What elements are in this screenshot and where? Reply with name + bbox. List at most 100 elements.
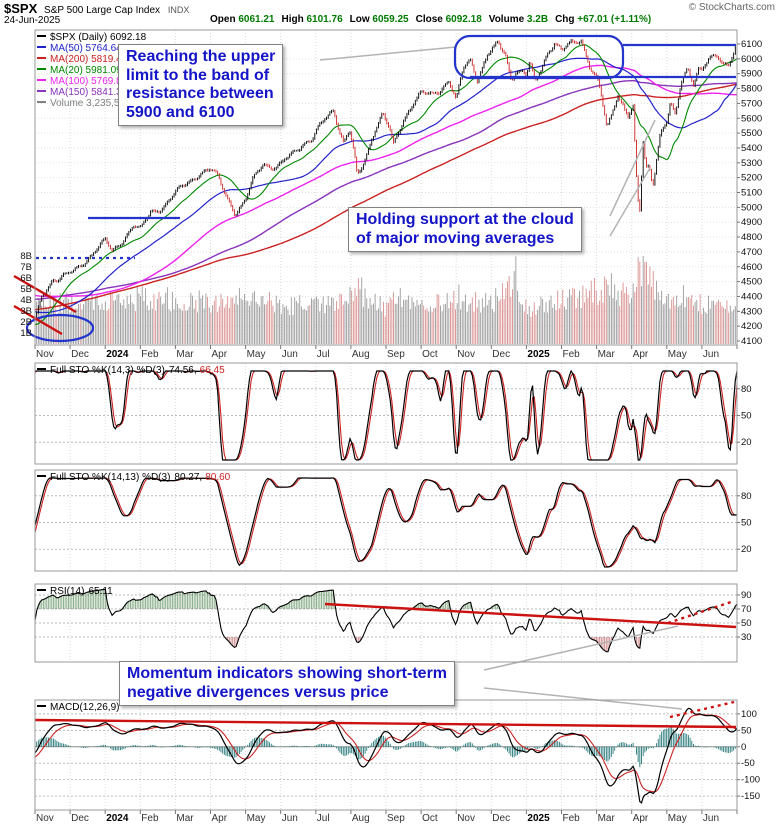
svg-text:6B: 6B [20,273,32,284]
svg-text:-100: -100 [741,775,760,786]
svg-text:Nov: Nov [457,813,475,824]
exchange-tag: INDX [167,5,190,15]
annotation-momentum-note: Momentum indicators showing short-term n… [119,661,456,707]
copyright: © StockCharts.com [688,2,775,13]
sto-slow-legend: Full STO %K(14,13) %D(3) 80.27, 80.60 [37,472,230,483]
chart-header: $SPX S&P 500 Large Cap Index INDX [4,1,189,16]
svg-text:Jul: Jul [317,349,330,360]
svg-text:Feb: Feb [141,349,159,360]
svg-text:4B: 4B [20,295,32,306]
legend-item: $SPX (Daily) 6092.18 [37,32,146,43]
svg-text:4800: 4800 [741,232,762,243]
svg-text:Oct: Oct [422,813,438,824]
svg-text:Apr: Apr [212,813,228,824]
series-dash-icon [37,368,46,371]
main-chart-legend: $SPX (Daily) 6092.18 MA(50) 5764.64 MA(200… [37,32,146,109]
rsi-line-layer [35,588,737,653]
macd-histogram-layer [35,727,737,768]
sto-fast-label: Full STO %K(14,3) %D(3) [50,365,165,376]
quote-close: Close 6092.18 [415,14,482,25]
svg-text:5100: 5100 [741,188,762,199]
sto-slow-d-value: 80.60 [205,472,231,483]
series-dash-icon [37,705,46,708]
svg-text:-150: -150 [741,791,760,802]
svg-text:Dec: Dec [492,813,510,824]
svg-text:Nov: Nov [36,813,54,824]
svg-text:5200: 5200 [741,173,762,184]
svg-text:May: May [247,349,266,360]
svg-text:6000: 6000 [741,54,762,65]
sto-fast-layer [35,369,737,461]
svg-text:3B: 3B [20,306,32,317]
macd-lines-layer [35,707,737,804]
blue-annotation-shapes [25,34,736,343]
sto-slow-k-value: 80.27, [174,472,203,483]
svg-text:20: 20 [741,544,752,555]
rsi-legend: RSI(14) 65.11 [37,586,113,597]
svg-text:50: 50 [741,618,752,629]
series-dash-icon [37,68,46,71]
quote-volume: Volume 3.2B [488,14,549,25]
series-dash-icon [37,589,46,592]
sto-fast-k-value: 74.56, [168,365,197,376]
candles-layer [35,38,737,322]
svg-text:Jul: Jul [317,813,330,824]
series-dash-icon [37,46,46,49]
svg-text:7B: 7B [20,262,32,273]
svg-text:Mar: Mar [176,813,194,824]
svg-text:70: 70 [741,604,752,615]
svg-text:2024: 2024 [106,349,129,360]
legend-item: MA(50) 5764.64 [37,43,146,54]
svg-text:50: 50 [741,725,752,736]
macd-legend: MACD(12,26,9) [37,702,119,713]
svg-text:6100: 6100 [741,39,762,50]
sto-fast-legend: Full STO %K(14,3) %D(3) 74.56, 66.45 [37,365,225,376]
svg-text:May: May [668,349,687,360]
svg-text:30: 30 [741,632,752,643]
svg-text:Sep: Sep [387,349,405,360]
svg-text:Jun: Jun [703,813,719,824]
legend-item: MA(200) 5819.46 [37,54,146,65]
svg-text:2025: 2025 [527,813,550,824]
svg-text:Jun: Jun [282,349,298,360]
svg-text:5B: 5B [20,284,32,295]
svg-text:Nov: Nov [457,349,475,360]
sto-slow-layer [35,477,737,568]
legend-item: MA(20) 5981.09 [37,65,146,76]
series-dash-icon [37,79,46,82]
svg-text:Mar: Mar [598,349,616,360]
legend-item: MA(100) 5769.87 [37,76,146,87]
svg-text:1B: 1B [20,328,32,339]
quote-low: Low 6059.25 [349,14,409,25]
chart-date: 24-Jun-2025 [4,15,61,26]
svg-text:5900: 5900 [741,69,762,80]
index-name: S&P 500 Large Cap Index [44,5,161,16]
svg-text:Feb: Feb [563,349,581,360]
svg-text:Mar: Mar [598,813,616,824]
svg-text:Feb: Feb [563,813,581,824]
annotation-resistance-note: Reaching the upper limit to the band of … [118,44,284,127]
symbol: $SPX [4,1,38,16]
svg-text:May: May [668,813,687,824]
svg-text:8B: 8B [20,251,32,262]
sto-fast-d-value: 66.45 [199,365,225,376]
svg-text:-50: -50 [741,758,755,769]
svg-text:Dec: Dec [492,349,510,360]
svg-text:50: 50 [741,411,752,422]
svg-text:Dec: Dec [71,813,89,824]
svg-text:100: 100 [741,709,757,720]
svg-text:5500: 5500 [741,128,762,139]
svg-text:Dec: Dec [71,349,89,360]
svg-text:Nov: Nov [36,349,54,360]
svg-text:20: 20 [741,437,752,448]
volume-bars-layer [35,256,737,344]
svg-text:4600: 4600 [741,262,762,273]
svg-text:May: May [247,813,266,824]
svg-text:4900: 4900 [741,217,762,228]
series-dash-icon [37,57,46,60]
sto-slow-label: Full STO %K(14,13) %D(3) [50,472,171,483]
svg-text:Sep: Sep [387,813,405,824]
svg-text:2024: 2024 [106,813,129,824]
